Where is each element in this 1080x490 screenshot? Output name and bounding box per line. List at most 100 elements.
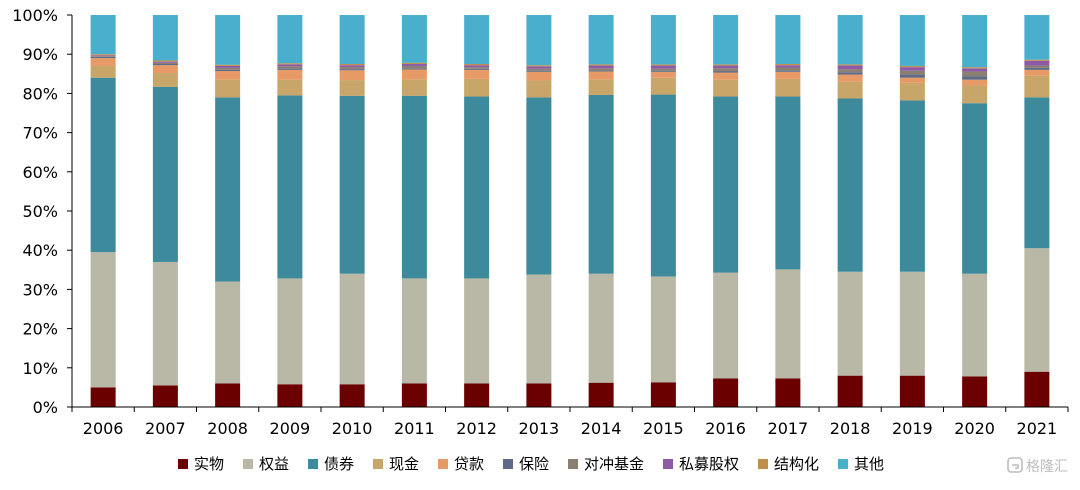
bar-segment xyxy=(1024,65,1050,68)
y-tick-label: 60% xyxy=(22,163,58,182)
legend-swatch xyxy=(663,459,673,469)
bar-segment xyxy=(401,95,427,279)
y-tick-label: 40% xyxy=(22,241,58,260)
bar-segment xyxy=(277,15,303,64)
legend: 实物 权益 债券 现金 贷款 保险 对冲基金 私募股权 结构化 其他 xyxy=(178,455,884,473)
bar-segment xyxy=(1024,97,1050,249)
legend-swatch xyxy=(243,459,253,469)
bar-segment xyxy=(837,72,863,75)
bar-segment xyxy=(713,65,739,69)
bar-segment xyxy=(1024,15,1050,60)
bar-segment xyxy=(899,74,925,78)
legend-label: 权益 xyxy=(259,455,289,473)
bar-segment xyxy=(837,15,863,65)
y-tick-label: 100% xyxy=(12,6,58,25)
x-tick-label: 2014 xyxy=(581,419,622,438)
bar-segment xyxy=(526,383,552,407)
bar-segment xyxy=(526,97,552,275)
x-tick-label: 2010 xyxy=(332,419,373,438)
bar-segment xyxy=(339,273,365,385)
x-tick-label: 2017 xyxy=(768,419,809,438)
bar-segment xyxy=(775,96,801,270)
bar-segment xyxy=(1024,60,1050,66)
bar-segment xyxy=(588,65,614,69)
bar-segment xyxy=(90,54,116,56)
legend-label: 实物 xyxy=(194,455,224,473)
bar-segment xyxy=(713,64,739,66)
bar-segment xyxy=(277,79,303,96)
bar-segment xyxy=(713,68,739,72)
legend-item: 私募股权 xyxy=(663,455,739,473)
bar-segment xyxy=(650,15,676,65)
bar-stack-2021 xyxy=(1024,15,1050,407)
bar-segment xyxy=(401,79,427,96)
bar-segment xyxy=(215,97,241,282)
bar-segment xyxy=(90,56,116,57)
bar-stack-2011 xyxy=(401,15,427,407)
bar-segment xyxy=(899,15,925,66)
bar-segment xyxy=(215,15,241,65)
bar-segment xyxy=(713,272,739,379)
legend-label: 其他 xyxy=(854,455,884,473)
x-tick-label: 2011 xyxy=(394,419,435,438)
bar-segment xyxy=(775,269,801,379)
bar-segment xyxy=(650,77,676,95)
bar-segment xyxy=(215,71,241,80)
bar-segment xyxy=(899,375,925,407)
bar-segment xyxy=(526,70,552,72)
bar-segment xyxy=(837,81,863,99)
bar-segment xyxy=(90,55,116,57)
legend-item: 权益 xyxy=(243,455,289,473)
bar-stack-2012 xyxy=(464,15,490,407)
bar-segment xyxy=(899,100,925,272)
bar-segment xyxy=(1024,248,1050,372)
bar-segment xyxy=(962,103,988,274)
bar-segment xyxy=(152,15,178,61)
bar-stack-2019 xyxy=(899,15,925,407)
bar-segment xyxy=(775,71,801,79)
y-tick-label: 70% xyxy=(22,124,58,143)
bar-segment xyxy=(90,58,116,66)
bar-segment xyxy=(588,68,614,71)
bar-stack-2007 xyxy=(152,15,178,407)
bar-segment xyxy=(713,71,739,73)
bar-segment xyxy=(277,384,303,407)
bar-segment xyxy=(837,74,863,82)
bar-segment xyxy=(401,65,427,69)
legend-label: 贷款 xyxy=(454,455,484,473)
bar-segment xyxy=(650,65,676,69)
legend-label: 私募股权 xyxy=(679,455,739,473)
legend-swatch xyxy=(373,459,383,469)
bar-segment xyxy=(339,64,365,66)
bar-segment xyxy=(837,271,863,376)
bar-segment xyxy=(588,15,614,65)
bar-segment xyxy=(775,78,801,97)
bar-segment xyxy=(588,94,614,274)
legend-label: 债券 xyxy=(324,455,354,473)
bar-segment xyxy=(588,273,614,383)
bar-segment xyxy=(215,65,241,68)
bar-segment xyxy=(215,79,241,98)
bar-segment xyxy=(899,82,925,101)
bar-stack-2016 xyxy=(713,15,739,407)
bar-segment xyxy=(1024,69,1050,76)
bars xyxy=(90,15,1050,407)
bar-segment xyxy=(339,15,365,64)
bar-segment xyxy=(464,65,490,68)
bar-segment xyxy=(464,15,490,64)
bar-segment xyxy=(277,63,303,65)
bar-segment xyxy=(588,64,614,66)
bar-segment xyxy=(152,86,178,262)
bar-segment xyxy=(650,70,676,72)
bar-segment xyxy=(90,387,116,407)
legend-item: 保险 xyxy=(503,455,549,473)
bar-segment xyxy=(90,15,116,55)
legend-label: 对冲基金 xyxy=(584,455,644,473)
bar-segment xyxy=(775,15,801,64)
legend-item: 结构化 xyxy=(758,455,819,473)
x-tick-label: 2020 xyxy=(954,419,995,438)
bar-segment xyxy=(526,66,552,69)
y-tick-label: 80% xyxy=(22,84,58,103)
